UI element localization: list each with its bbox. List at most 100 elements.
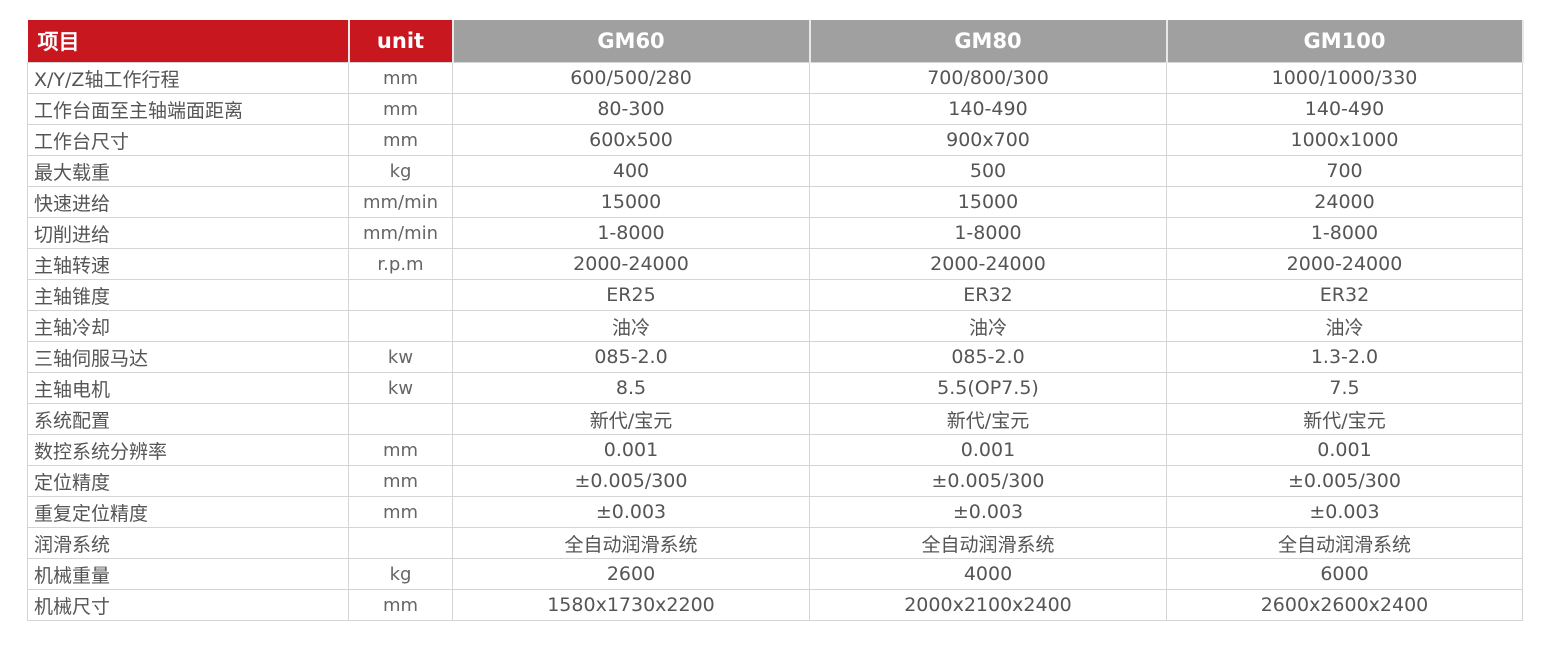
row-value: 2600x2600x2400 xyxy=(1166,589,1523,621)
row-value: 140-490 xyxy=(1166,93,1523,125)
row-value: 900x700 xyxy=(809,124,1167,156)
row-unit xyxy=(348,310,453,342)
table-row: 机械尺寸 mm 1580x1730x2200 2000x2100x2400 2600x2… xyxy=(27,589,1523,621)
table-row: 机械重量 kg 2600 4000 6000 xyxy=(27,558,1523,590)
row-unit: mm/min xyxy=(348,186,453,218)
table-row: 重复定位精度 mm ±0.003 ±0.003 ±0.003 xyxy=(27,496,1523,528)
row-label: 机械重量 xyxy=(27,558,349,590)
row-value: 140-490 xyxy=(809,93,1167,125)
row-label: 最大载重 xyxy=(27,155,349,187)
row-value: 600/500/280 xyxy=(452,62,810,94)
row-value: 2600 xyxy=(452,558,810,590)
row-value: 4000 xyxy=(809,558,1167,590)
header-row: 项目 unit GM60 GM80 GM100 xyxy=(27,20,1524,63)
row-value: 1-8000 xyxy=(809,217,1167,249)
row-value: ±0.003 xyxy=(1166,496,1523,528)
table-row: X/Y/Z轴工作行程 mm 600/500/280 700/800/300 1000/1… xyxy=(27,62,1523,94)
row-value: 0.001 xyxy=(1166,434,1523,466)
row-value: ±0.005/300 xyxy=(809,465,1167,497)
row-value: 600x500 xyxy=(452,124,810,156)
table-row: 快速进给 mm/min 15000 15000 24000 xyxy=(27,186,1523,218)
row-label: 系统配置 xyxy=(27,403,349,435)
row-value: 400 xyxy=(452,155,810,187)
table-row: 主轴锥度 ER25 ER32 ER32 xyxy=(27,279,1523,311)
row-label: X/Y/Z轴工作行程 xyxy=(27,62,349,94)
row-label: 机械尺寸 xyxy=(27,589,349,621)
row-unit: mm xyxy=(348,93,453,125)
row-value: 085-2.0 xyxy=(809,341,1167,373)
table-row: 系统配置 新代/宝元 新代/宝元 新代/宝元 xyxy=(27,403,1523,435)
row-label: 主轴转速 xyxy=(27,248,349,280)
row-value: ±0.005/300 xyxy=(1166,465,1523,497)
row-value: 6000 xyxy=(1166,558,1523,590)
row-label: 定位精度 xyxy=(27,465,349,497)
row-value: 7.5 xyxy=(1166,372,1523,404)
row-value: 油冷 xyxy=(452,310,810,342)
row-value: 8.5 xyxy=(452,372,810,404)
row-unit: mm xyxy=(348,465,453,497)
table-row: 工作台尺寸 mm 600x500 900x700 1000x1000 xyxy=(27,124,1523,156)
row-unit: r.p.m xyxy=(348,248,453,280)
row-value: 1000/1000/330 xyxy=(1166,62,1523,94)
table-row: 切削进给 mm/min 1-8000 1-8000 1-8000 xyxy=(27,217,1523,249)
row-value: 1-8000 xyxy=(452,217,810,249)
row-value: 2000-24000 xyxy=(809,248,1167,280)
row-value: 油冷 xyxy=(809,310,1167,342)
header-model: GM100 xyxy=(1166,20,1524,63)
table-row: 主轴电机 kw 8.5 5.5(OP7.5) 7.5 xyxy=(27,372,1523,404)
row-unit xyxy=(348,279,453,311)
row-label: 数控系统分辨率 xyxy=(27,434,349,466)
row-value: ±0.003 xyxy=(452,496,810,528)
row-value: 085-2.0 xyxy=(452,341,810,373)
row-value: 新代/宝元 xyxy=(452,403,810,435)
row-value: 2000-24000 xyxy=(452,248,810,280)
row-value: ER32 xyxy=(809,279,1167,311)
table-row: 最大载重 kg 400 500 700 xyxy=(27,155,1523,187)
row-unit: kg xyxy=(348,558,453,590)
table-row: 主轴转速 r.p.m 2000-24000 2000-24000 2000-24000 xyxy=(27,248,1523,280)
row-label: 工作台尺寸 xyxy=(27,124,349,156)
row-unit xyxy=(348,527,453,559)
header-model: GM80 xyxy=(809,20,1168,63)
row-label: 润滑系统 xyxy=(27,527,349,559)
row-unit: kw xyxy=(348,341,453,373)
table-row: 数控系统分辨率 mm 0.001 0.001 0.001 xyxy=(27,434,1523,466)
row-value: 1000x1000 xyxy=(1166,124,1523,156)
row-value: 700/800/300 xyxy=(809,62,1167,94)
row-value: 15000 xyxy=(452,186,810,218)
row-value: 全自动润滑系统 xyxy=(452,527,810,559)
table-row: 定位精度 mm ±0.005/300 ±0.005/300 ±0.005/300 xyxy=(27,465,1523,497)
row-unit: kg xyxy=(348,155,453,187)
row-value: 全自动润滑系统 xyxy=(809,527,1167,559)
row-label: 三轴伺服马达 xyxy=(27,341,349,373)
row-unit: mm xyxy=(348,496,453,528)
row-value: 1580x1730x2200 xyxy=(452,589,810,621)
row-value: 700 xyxy=(1166,155,1523,187)
row-label: 主轴冷却 xyxy=(27,310,349,342)
row-label: 工作台面至主轴端面距离 xyxy=(27,93,349,125)
row-value: ±0.005/300 xyxy=(452,465,810,497)
row-unit: mm xyxy=(348,124,453,156)
row-unit xyxy=(348,403,453,435)
row-value: 2000-24000 xyxy=(1166,248,1523,280)
row-label: 主轴锥度 xyxy=(27,279,349,311)
row-label: 重复定位精度 xyxy=(27,496,349,528)
row-unit: mm xyxy=(348,434,453,466)
row-value: 15000 xyxy=(809,186,1167,218)
row-value: 80-300 xyxy=(452,93,810,125)
row-value: 2000x2100x2400 xyxy=(809,589,1167,621)
row-label: 切削进给 xyxy=(27,217,349,249)
row-value: 500 xyxy=(809,155,1167,187)
row-value: 0.001 xyxy=(452,434,810,466)
row-value: 24000 xyxy=(1166,186,1523,218)
row-unit: kw xyxy=(348,372,453,404)
row-value: 5.5(OP7.5) xyxy=(809,372,1167,404)
row-value: 新代/宝元 xyxy=(809,403,1167,435)
row-value: 0.001 xyxy=(809,434,1167,466)
row-value: 油冷 xyxy=(1166,310,1523,342)
row-value: 新代/宝元 xyxy=(1166,403,1523,435)
row-unit: mm/min xyxy=(348,217,453,249)
header-unit: unit xyxy=(348,20,454,63)
row-value: ±0.003 xyxy=(809,496,1167,528)
table-row: 三轴伺服马达 kw 085-2.0 085-2.0 1.3-2.0 xyxy=(27,341,1523,373)
